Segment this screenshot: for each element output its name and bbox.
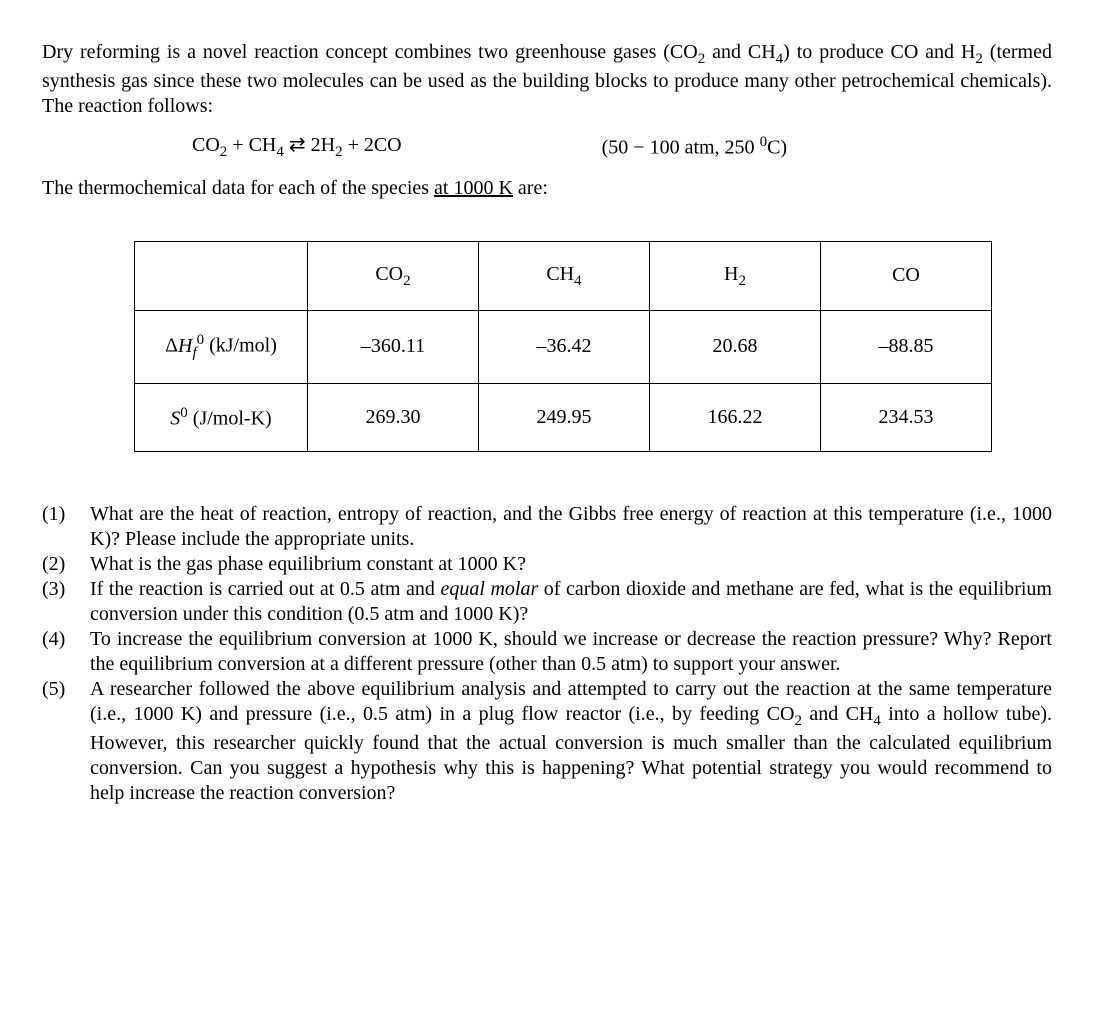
question-number: (1) bbox=[42, 502, 90, 552]
question-item-5: (5) A researcher followed the above equi… bbox=[42, 677, 1052, 806]
question-item-1: (1) What are the heat of reaction, entro… bbox=[42, 502, 1052, 552]
question-list: (1) What are the heat of reaction, entro… bbox=[42, 502, 1052, 806]
question-item-4: (4) To increase the equilibrium conversi… bbox=[42, 627, 1052, 677]
question-text: A researcher followed the above equilibr… bbox=[90, 677, 1052, 806]
table-cell: –36.42 bbox=[479, 311, 650, 383]
table-row-header: ΔHf0 (kJ/mol) bbox=[135, 311, 308, 383]
table-cell: 166.22 bbox=[650, 383, 821, 452]
table-col-header: CO2 bbox=[308, 241, 479, 311]
thermo-data-table: CO2 CH4 H2 CO ΔHf0 (kJ/mol) –360.11 –36.… bbox=[134, 241, 992, 453]
reaction-conditions: (50 − 100 atm, 250 0C) bbox=[602, 133, 787, 162]
question-number: (5) bbox=[42, 677, 90, 806]
question-text: What is the gas phase equilibrium consta… bbox=[90, 552, 1052, 577]
reaction-equation: CO2 + CH4 ⇄ 2H2 + 2CO bbox=[192, 133, 402, 162]
question-number: (4) bbox=[42, 627, 90, 677]
table-cell: –360.11 bbox=[308, 311, 479, 383]
question-text: If the reaction is carried out at 0.5 at… bbox=[90, 577, 1052, 627]
question-item-2: (2) What is the gas phase equilibrium co… bbox=[42, 552, 1052, 577]
table-col-header: H2 bbox=[650, 241, 821, 311]
question-text: To increase the equilibrium conversion a… bbox=[90, 627, 1052, 677]
table-col-header: CO bbox=[821, 241, 992, 311]
table-cell: 269.30 bbox=[308, 383, 479, 452]
table-row: ΔHf0 (kJ/mol) –360.11 –36.42 20.68 –88.8… bbox=[135, 311, 992, 383]
table-row: S0 (J/mol-K) 269.30 249.95 166.22 234.53 bbox=[135, 383, 992, 452]
question-item-3: (3) If the reaction is carried out at 0.… bbox=[42, 577, 1052, 627]
table-corner-cell bbox=[135, 241, 308, 311]
intro-paragraph: Dry reforming is a novel reaction concep… bbox=[42, 40, 1052, 119]
table-header-row: CO2 CH4 H2 CO bbox=[135, 241, 992, 311]
table-cell: 20.68 bbox=[650, 311, 821, 383]
question-number: (3) bbox=[42, 577, 90, 627]
question-text: What are the heat of reaction, entropy o… bbox=[90, 502, 1052, 552]
table-cell: 234.53 bbox=[821, 383, 992, 452]
table-row-header: S0 (J/mol-K) bbox=[135, 383, 308, 452]
reaction-equation-line: CO2 + CH4 ⇄ 2H2 + 2CO (50 − 100 atm, 250… bbox=[42, 133, 1052, 162]
table-cell: 249.95 bbox=[479, 383, 650, 452]
question-number: (2) bbox=[42, 552, 90, 577]
table-cell: –88.85 bbox=[821, 311, 992, 383]
thermo-data-intro: The thermochemical data for each of the … bbox=[42, 176, 1052, 201]
table-col-header: CH4 bbox=[479, 241, 650, 311]
